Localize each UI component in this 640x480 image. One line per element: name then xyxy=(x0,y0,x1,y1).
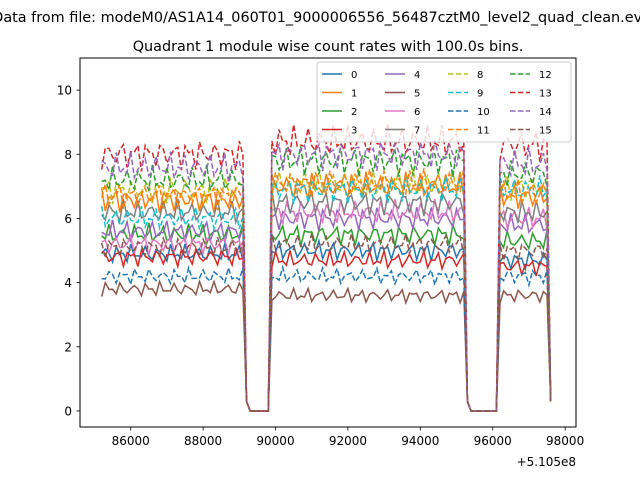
legend-label-4: 4 xyxy=(414,70,420,81)
y-tick-label: 6 xyxy=(64,212,72,226)
axes-frame xyxy=(79,57,577,428)
x-axis-offset-label: +5.105e8 xyxy=(517,455,576,469)
series-line-14 xyxy=(101,139,552,412)
y-tick-label: 2 xyxy=(64,340,72,354)
legend-label-12: 12 xyxy=(539,70,552,81)
legend-label-2: 2 xyxy=(351,107,357,118)
legend-label-11: 11 xyxy=(477,126,490,137)
x-tick-label: 90000 xyxy=(256,434,294,448)
y-tick-label: 4 xyxy=(64,276,72,290)
legend-label-6: 6 xyxy=(414,107,420,118)
figure-suptitle: Data from file: modeM0/AS1A14_060T01_900… xyxy=(0,10,640,26)
x-tick-label: 98000 xyxy=(546,434,584,448)
series-line-8 xyxy=(101,167,552,412)
chart-title: Quadrant 1 module wise count rates with … xyxy=(133,39,524,55)
legend-label-0: 0 xyxy=(351,70,357,81)
legend-label-7: 7 xyxy=(414,126,420,137)
x-axis-ticks: 86000 88000 90000 92000 94000 96000 98000 xyxy=(112,427,584,448)
legend-label-8: 8 xyxy=(477,70,483,81)
y-tick-label: 8 xyxy=(64,148,72,162)
legend-label-15: 15 xyxy=(539,126,552,137)
x-tick-label: 86000 xyxy=(112,434,150,448)
legend-label-3: 3 xyxy=(351,126,357,137)
series-line-15 xyxy=(100,231,552,412)
legend-box xyxy=(316,61,572,143)
y-tick-label: 0 xyxy=(64,404,72,418)
x-tick-label: 96000 xyxy=(474,434,512,448)
legend-label-1: 1 xyxy=(351,89,357,100)
series-lines xyxy=(100,123,552,412)
legend-label-10: 10 xyxy=(477,107,490,118)
series-line-13 xyxy=(100,123,552,412)
legend-label-14: 14 xyxy=(539,107,552,118)
x-tick-label: 94000 xyxy=(401,434,439,448)
plot-area: 86000 88000 90000 92000 94000 96000 98000 0 2 4 6… xyxy=(57,57,584,469)
x-tick-label: 92000 xyxy=(329,434,367,448)
y-axis-ticks: 0 2 4 6 8 10 xyxy=(57,84,80,418)
legend-label-9: 9 xyxy=(477,89,483,100)
y-tick-label: 10 xyxy=(57,84,72,98)
x-tick-label: 88000 xyxy=(184,434,222,448)
legend-label-5: 5 xyxy=(414,89,420,100)
legend-label-13: 13 xyxy=(539,89,552,100)
